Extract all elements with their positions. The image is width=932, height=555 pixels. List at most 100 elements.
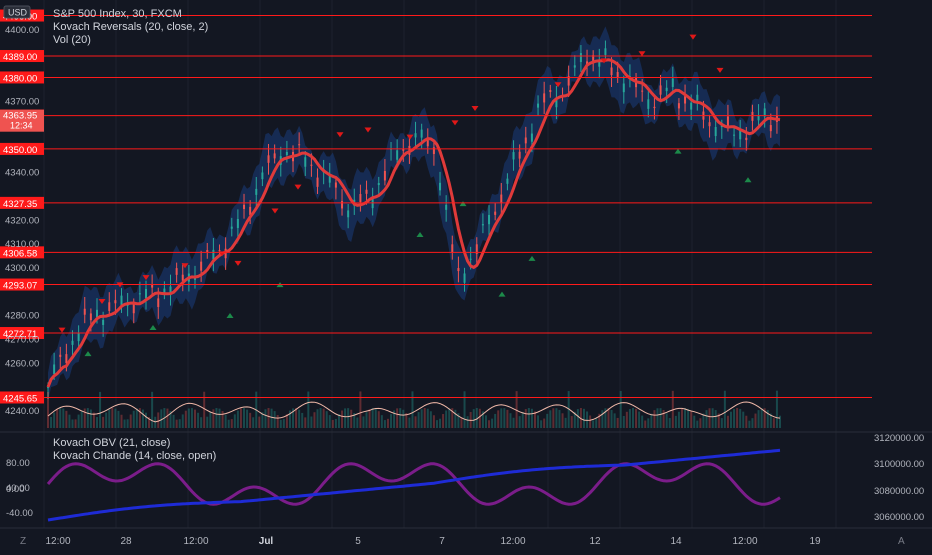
candle-body — [610, 67, 613, 76]
volume-bar — [169, 410, 172, 428]
candle-body — [304, 157, 307, 167]
volume-bar — [356, 417, 359, 428]
volume-bar — [494, 413, 497, 428]
level-price-tag[interactable] — [0, 50, 44, 63]
price-axis-label: 4370.00 — [5, 96, 39, 107]
level-price-tag[interactable] — [0, 71, 44, 84]
volume-bar — [699, 418, 702, 428]
obv-axis-label: 3100000.00 — [874, 459, 924, 470]
candle-body — [457, 268, 460, 272]
volume-bar — [754, 413, 757, 428]
volume-bar — [331, 419, 334, 428]
sell-arrow-icon — [98, 298, 106, 304]
candle-body — [769, 125, 772, 132]
volume-bar — [380, 415, 383, 428]
candle-body — [138, 293, 141, 295]
candle-body — [126, 304, 129, 306]
volume-ma-line — [47, 401, 781, 423]
volume-bar — [371, 408, 374, 428]
symbol-legend[interactable]: S&P 500 Index, 30, FXCM — [53, 8, 182, 20]
volume-bar — [723, 390, 726, 428]
volume-bar — [295, 408, 298, 428]
candle-body — [555, 97, 558, 108]
last-price-label: 4363.95 — [3, 111, 37, 122]
level-price-tag[interactable] — [0, 142, 44, 155]
candle-body — [506, 178, 509, 184]
volume-bar — [402, 409, 405, 428]
volume-bar — [399, 408, 402, 428]
volume-bar — [56, 409, 59, 428]
level-price-tag[interactable] — [0, 391, 44, 404]
volume-bar — [249, 412, 252, 428]
sell-arrow-icon — [716, 67, 724, 73]
volume-bar — [766, 410, 769, 428]
volume-bar — [451, 408, 454, 428]
candle-body — [365, 189, 368, 194]
volume-bar — [71, 419, 74, 428]
volume-bar — [555, 408, 558, 428]
candle-body — [261, 172, 264, 180]
candle-body — [200, 261, 203, 271]
volume-bar — [607, 408, 610, 428]
volume-bar — [552, 408, 555, 428]
obv-axis-label: 3060000.00 — [874, 512, 924, 523]
volume-bar — [466, 416, 469, 428]
volume-bar — [344, 408, 347, 428]
volume-legend[interactable]: Vol (20) — [53, 34, 91, 46]
price-axis-label: 4240.00 — [5, 406, 39, 417]
kovach-obv-legend[interactable]: Kovach OBV (21, close) — [53, 437, 170, 449]
volume-bar — [350, 409, 353, 428]
volume-bar — [203, 391, 206, 428]
candle-body — [181, 274, 184, 281]
volume-bar — [298, 409, 301, 428]
auto-scale-icon[interactable]: A — [898, 536, 905, 547]
volume-bar — [448, 408, 451, 428]
level-price-tag[interactable] — [0, 327, 44, 340]
chande-axis-label: 80.00 — [6, 458, 30, 469]
volume-bar — [435, 420, 438, 428]
timezone-icon[interactable]: Z — [20, 536, 26, 547]
volume-bar — [763, 408, 766, 428]
level-price-tag[interactable] — [0, 278, 44, 291]
candle-body — [255, 188, 258, 195]
volume-bar — [677, 411, 680, 428]
volume-bar — [117, 410, 120, 428]
volume-bar — [484, 415, 487, 428]
volume-bar — [533, 411, 536, 428]
currency-badge[interactable] — [3, 5, 31, 19]
lower-legend: Kovach OBV (21, close) Kovach Chande (14… — [53, 437, 216, 462]
candle-body — [475, 244, 478, 254]
volume-bar — [524, 409, 527, 428]
sell-arrow-icon — [336, 132, 344, 138]
kovach-reversals-legend[interactable]: Kovach Reversals (20, close, 2) — [53, 21, 208, 33]
volume-bar — [702, 413, 705, 428]
volume-bar — [521, 411, 524, 428]
volume-bar — [567, 391, 570, 428]
time-axis-label: 7 — [439, 536, 445, 547]
candle-body — [151, 284, 154, 288]
kovach-obv-line — [47, 448, 781, 522]
candle-body — [751, 111, 754, 121]
volume-bar — [215, 408, 218, 428]
candle-body — [481, 224, 484, 226]
price-axis-label: 4400.00 — [5, 25, 39, 36]
volume-bar — [405, 413, 408, 428]
volume-bar — [230, 419, 233, 428]
level-price-tag[interactable] — [0, 246, 44, 259]
price-axis-label: 4320.00 — [5, 215, 39, 226]
candle-body — [132, 303, 135, 314]
candle-body — [273, 153, 276, 159]
candle-body — [763, 108, 766, 117]
level-price-label: 4245.65 — [3, 393, 37, 404]
level-price-label: 4272.71 — [3, 329, 37, 340]
kovach-chande-legend[interactable]: Kovach Chande (14, close, open) — [53, 450, 216, 462]
volume-bar — [200, 417, 203, 428]
level-price-tag[interactable] — [0, 196, 44, 209]
candle-body — [120, 295, 123, 305]
volume-bar — [481, 411, 484, 428]
volume-bar — [267, 408, 270, 428]
volume-bar — [518, 416, 521, 428]
volume-bar — [178, 419, 181, 428]
currency-badge-label: USD — [8, 8, 28, 18]
